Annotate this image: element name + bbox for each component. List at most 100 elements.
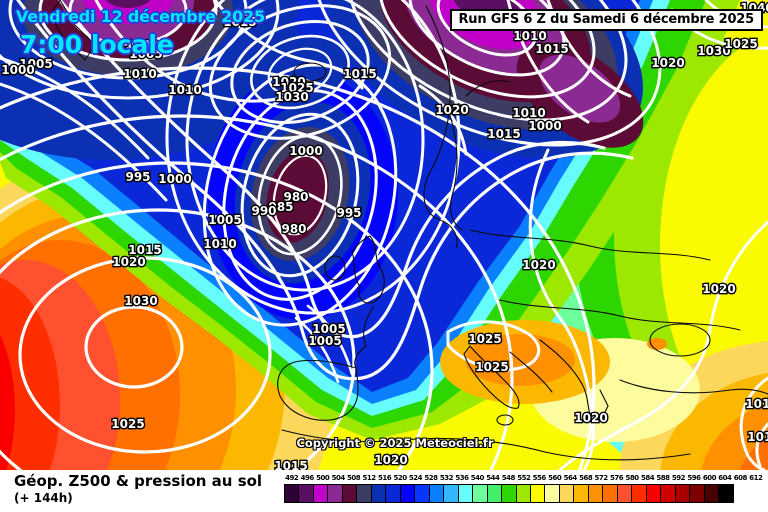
pressure-label: 1010 bbox=[513, 29, 546, 43]
legend-swatch bbox=[587, 484, 604, 503]
pressure-label: 1015 bbox=[745, 397, 768, 411]
legend-swatch bbox=[284, 484, 300, 503]
forecast-date: Vendredi 12 décembre 2025 bbox=[16, 7, 265, 26]
pressure-label: 1020 bbox=[522, 258, 555, 272]
legend-swatch bbox=[674, 484, 691, 503]
legend-value: 548 bbox=[501, 474, 516, 482]
pressure-label: 985 bbox=[268, 200, 293, 214]
legend-swatch bbox=[399, 484, 416, 503]
legend-value: 572 bbox=[594, 474, 609, 482]
pressure-label: 1020 bbox=[374, 453, 407, 467]
legend-swatch bbox=[558, 484, 575, 503]
pressure-label: 1020 bbox=[112, 255, 145, 269]
legend-swatch bbox=[457, 484, 474, 503]
pressure-label: 1000 bbox=[125, 38, 158, 52]
pressure-label: 1025 bbox=[111, 417, 144, 431]
pressure-label: 1015 bbox=[223, 15, 256, 29]
pressure-label: 1015 bbox=[274, 459, 307, 470]
pressure-label: 1025 bbox=[468, 332, 501, 346]
legend-value: 560 bbox=[548, 474, 562, 482]
pressure-label: 1010 bbox=[747, 430, 768, 444]
legend-swatch bbox=[718, 484, 734, 503]
legend-value: 612 bbox=[749, 474, 763, 482]
forecast-time: 7:00 locale bbox=[20, 30, 174, 59]
legend-swatch bbox=[703, 484, 720, 503]
legend-value: 500 bbox=[316, 474, 330, 482]
legend-swatch bbox=[501, 484, 517, 503]
legend-swatch bbox=[602, 484, 618, 503]
legend-value: 588 bbox=[656, 474, 670, 482]
legend-value: 520 bbox=[393, 474, 407, 482]
legend-swatch bbox=[428, 484, 445, 503]
legend-swatch bbox=[312, 484, 329, 503]
legend-value: 532 bbox=[439, 474, 454, 482]
legend-value: 600 bbox=[702, 474, 717, 482]
legend-swatch bbox=[370, 484, 387, 503]
pressure-label: 1000 bbox=[289, 144, 322, 158]
pressure-label: 1025 bbox=[475, 360, 508, 374]
legend-swatch bbox=[616, 484, 633, 503]
legend-swatch bbox=[660, 484, 676, 503]
pressure-label: 1030 bbox=[697, 44, 730, 58]
pressure-label: 1020 bbox=[435, 103, 468, 117]
legend-swatch bbox=[327, 484, 343, 503]
legend-swatches-row bbox=[284, 484, 764, 503]
legend-swatch bbox=[573, 484, 589, 503]
legend-swatch bbox=[486, 484, 503, 503]
pressure-label: 1025 bbox=[280, 81, 313, 95]
chart-title-block: Géop. Z500 & pression au sol (+ 144h) bbox=[14, 472, 262, 505]
legend-swatch bbox=[689, 484, 705, 503]
weather-map[interactable]: 1005 1000 1000 1005 1010 1010 1015 995 1000 1000 9… bbox=[0, 0, 768, 470]
legend-value: 576 bbox=[610, 474, 624, 482]
pressure-label: 1005 bbox=[308, 334, 341, 348]
legend-value: 584 bbox=[640, 474, 655, 482]
legend-swatch bbox=[443, 484, 459, 503]
legend-value: 544 bbox=[486, 474, 500, 482]
legend-value: 592 bbox=[671, 474, 686, 482]
legend-value: 516 bbox=[377, 474, 392, 482]
legend-swatch bbox=[472, 484, 488, 503]
pressure-label: 1010 bbox=[168, 83, 201, 97]
pressure-label: 1020 bbox=[651, 56, 684, 70]
pressure-label: 1020 bbox=[272, 75, 305, 89]
legend-swatch bbox=[414, 484, 430, 503]
chart-title: Géop. Z500 & pression au sol bbox=[14, 472, 263, 490]
pressure-label: 995 bbox=[125, 170, 150, 184]
legend-swatch bbox=[341, 484, 358, 503]
legend-swatch bbox=[356, 484, 372, 503]
pressure-label: 1010 bbox=[512, 106, 545, 120]
legend-swatch bbox=[515, 484, 531, 503]
pressure-label: 1020 bbox=[702, 282, 735, 296]
pressure-label: 1020 bbox=[574, 411, 607, 425]
pressure-label: 1005 bbox=[19, 57, 52, 71]
legend-value: 496 bbox=[300, 474, 315, 482]
pressure-label: 980 bbox=[281, 222, 306, 236]
legend-swatch bbox=[631, 484, 647, 503]
legend-value: 508 bbox=[347, 474, 361, 482]
pressure-label: 1010 bbox=[203, 237, 236, 251]
pressure-label: 1015 bbox=[343, 67, 376, 81]
pressure-label: 1030 bbox=[275, 90, 308, 104]
legend-swatch bbox=[544, 484, 560, 503]
legend-value: 524 bbox=[408, 474, 423, 482]
pressure-label: 1025 bbox=[724, 37, 757, 51]
legend-value: 556 bbox=[532, 474, 547, 482]
color-scale-legend: 492 496 500 504 508 512 516 520 524 528 532 536 540 5… bbox=[284, 474, 764, 503]
legend-value: 492 bbox=[285, 474, 299, 482]
pressure-label: 995 bbox=[336, 206, 361, 220]
legend-swatch bbox=[529, 484, 546, 503]
copyright-text: Copyright © 2025 Meteociel.fr bbox=[296, 436, 494, 450]
legend-value: 540 bbox=[470, 474, 485, 482]
pressure-label: 980 bbox=[283, 190, 308, 204]
legend-swatch bbox=[645, 484, 662, 503]
legend-swatch bbox=[385, 484, 401, 503]
legend-values-row: 492 496 500 504 508 512 516 520 524 528 532 536 540 5… bbox=[284, 474, 764, 482]
pressure-label: 1015 bbox=[535, 42, 568, 56]
pressure-label: 1015 bbox=[487, 127, 520, 141]
legend-value: 504 bbox=[331, 474, 346, 482]
legend-value: 604 bbox=[718, 474, 732, 482]
pressure-label: 1000 bbox=[158, 172, 191, 186]
pressure-label: 1000 bbox=[528, 119, 561, 133]
run-info-box: Run GFS 6 Z du Samedi 6 décembre 2025 bbox=[449, 9, 763, 31]
pressure-label: 1005 bbox=[312, 322, 345, 336]
